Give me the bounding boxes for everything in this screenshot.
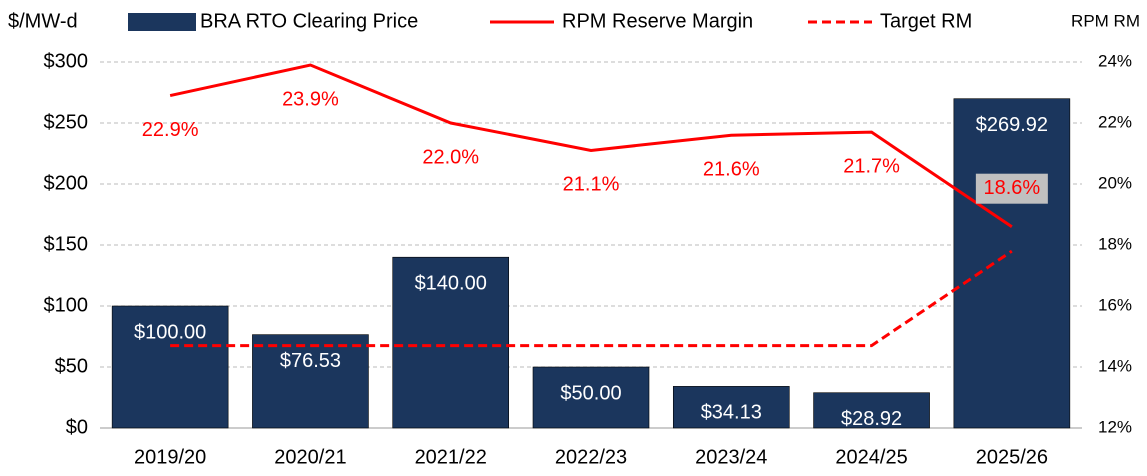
- label-highlight: [975, 173, 1048, 204]
- line-value-label: 21.1%: [563, 174, 620, 196]
- bar: [672, 386, 790, 429]
- x-tick-label: 2020/21: [274, 446, 346, 468]
- y-tick-label: $200: [44, 172, 89, 194]
- line: [170, 249, 1013, 348]
- line-value-label: 23.9%: [282, 88, 339, 110]
- y2-tick-label: 18%: [1098, 234, 1132, 253]
- x-tick-label: 2019/20: [134, 446, 206, 468]
- y2-tick-label: 12%: [1098, 417, 1132, 436]
- bar: [252, 334, 369, 429]
- y-tick-label: $300: [44, 50, 89, 72]
- bar-value-label: $28.92: [841, 408, 902, 430]
- line-value-label: 22.9%: [142, 119, 199, 141]
- y2-tick-label: 20%: [1098, 173, 1132, 192]
- line: [169, 63, 1013, 228]
- line-value-label: 21.7%: [843, 155, 900, 177]
- y-tick-label: $50: [55, 355, 88, 377]
- bar-value-label: $34.13: [701, 402, 762, 424]
- bar-value-label: $269.92: [976, 114, 1048, 136]
- x-tick-label: 2021/22: [415, 446, 487, 468]
- line-value-label: 18.6%: [983, 177, 1040, 199]
- bar-value-label: $140.00: [415, 272, 487, 294]
- y-tick-label: $250: [44, 111, 89, 133]
- bar: [532, 366, 650, 429]
- x-tick-label: 2025/26: [976, 446, 1048, 468]
- x-tick-label: 2024/25: [835, 446, 907, 468]
- x-tick-label: 2023/24: [695, 446, 767, 468]
- line-value-label: 21.6%: [703, 158, 760, 180]
- x-tick-label: 2022/23: [555, 446, 627, 468]
- y2-tick-label: 14%: [1098, 356, 1132, 375]
- y-tick-label: $150: [44, 233, 89, 255]
- y-axis-label: $/MW-d: [8, 10, 78, 32]
- legend-label: RPM Reserve Margin: [562, 10, 753, 32]
- legend-label: Target RM: [880, 10, 972, 32]
- y-tick-label: $100: [44, 294, 89, 316]
- bar: [953, 98, 1071, 429]
- line-value-label: 22.0%: [422, 146, 479, 168]
- y2-tick-label: 16%: [1098, 295, 1132, 314]
- y2-tick-label: 24%: [1098, 51, 1132, 70]
- bar-value-label: $76.53: [280, 350, 341, 372]
- bar: [813, 392, 930, 429]
- bar-value-label: $50.00: [560, 382, 621, 404]
- y2-axis-label: RPM RM: [1071, 11, 1140, 30]
- y2-tick-label: 22%: [1098, 112, 1132, 131]
- legend-swatch: [128, 13, 196, 31]
- legend-label: BRA RTO Clearing Price: [200, 10, 418, 32]
- bar-value-label: $100.00: [134, 321, 206, 343]
- bar: [111, 305, 229, 429]
- bar: [392, 256, 510, 429]
- y-tick-label: $0: [66, 416, 88, 438]
